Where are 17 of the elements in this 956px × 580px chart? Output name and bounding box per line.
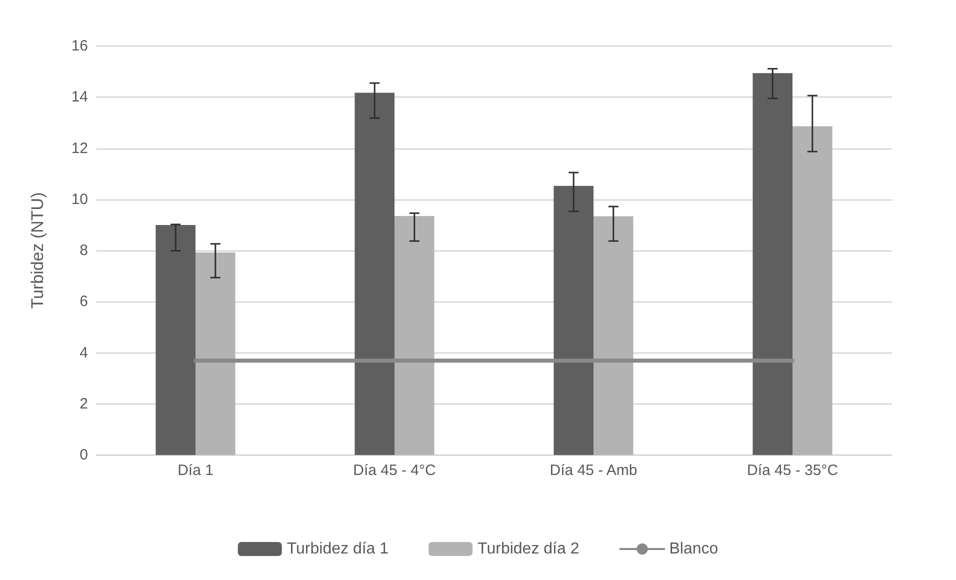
y-tick-label: 14 — [71, 88, 88, 106]
y-tick-label: 12 — [71, 140, 88, 157]
x-tick-label: Día 1 — [178, 462, 214, 479]
y-tick-label: 6 — [80, 293, 88, 310]
x-tick-label: Día 45 - 35°C — [746, 462, 838, 479]
legend-label: Turbidez día 1 — [286, 540, 389, 558]
y-tick-label: 4 — [80, 344, 88, 362]
x-tick-label: Día 45 - Amb — [550, 462, 638, 479]
y-tick-label: 16 — [71, 38, 88, 54]
y-tick-label: 10 — [71, 190, 88, 208]
y-tick-label: 8 — [80, 242, 88, 259]
legend-label: Turbidez día 2 — [478, 540, 580, 558]
legend-label: Blanco — [669, 540, 718, 558]
y-tick-label: 2 — [80, 395, 88, 412]
x-tick-label: Día 45 - 4°C — [353, 462, 436, 479]
y-axis-title: Turbidez (NTU) — [28, 192, 47, 309]
y-tick-label: 0 — [80, 446, 88, 464]
